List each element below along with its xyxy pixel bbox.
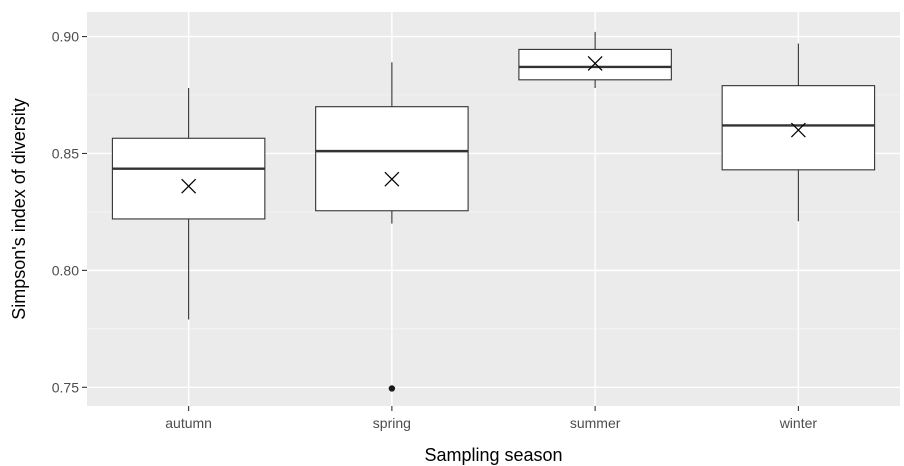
mean-marker-stroke	[384, 171, 400, 187]
box-body	[111, 137, 266, 220]
box-body	[721, 85, 876, 171]
box-summer	[518, 31, 672, 88]
x-axis-title: Sampling season	[424, 445, 562, 465]
y-tick-label: 0.85	[52, 145, 79, 161]
y-tick-label: 0.90	[52, 29, 79, 45]
mean-marker-stroke	[587, 56, 603, 71]
mean-marker-stroke	[790, 122, 806, 138]
box-winter	[721, 43, 876, 222]
x-tick-label: spring	[373, 415, 411, 431]
x-tick-label: summer	[570, 415, 621, 431]
x-tick-label: autumn	[165, 415, 212, 431]
x-tick-label: winter	[779, 415, 818, 431]
box-autumn	[111, 87, 266, 320]
boxes-layer	[111, 31, 876, 392]
box-spring	[315, 62, 469, 392]
box-body	[315, 106, 469, 212]
mean-marker-stroke	[181, 178, 197, 194]
outlier-point	[388, 385, 396, 392]
box-body	[518, 48, 672, 81]
axes-layer: 0.75 0.80 0.85 0.90 autumn spring summer winter	[52, 29, 818, 431]
y-tick-label: 0.75	[52, 379, 79, 395]
y-tick-label: 0.80	[52, 262, 79, 278]
y-axis-title: Simpson's index of diversity	[9, 98, 29, 320]
